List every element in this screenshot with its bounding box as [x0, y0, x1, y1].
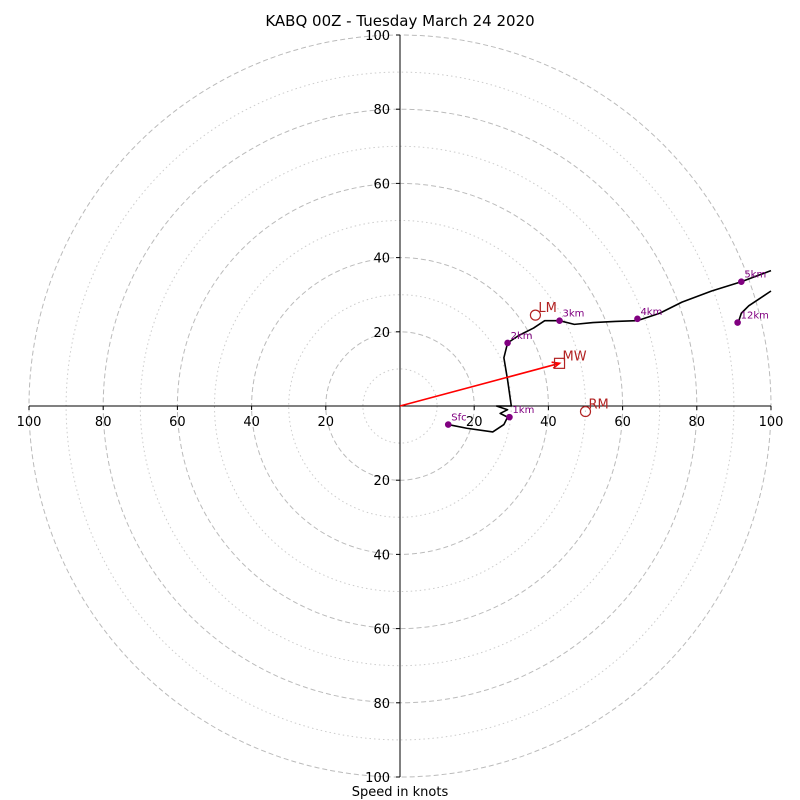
storm-motion-label: RM	[589, 398, 609, 413]
y-tick-label: 80	[373, 697, 390, 712]
height-marker-dot	[556, 317, 563, 324]
x-axis-label: Speed in knots	[352, 785, 449, 800]
x-tick-label: 40	[540, 415, 557, 430]
height-marker-label: 12km	[741, 311, 769, 322]
y-tick-label: 20	[373, 326, 390, 341]
chart-title: KABQ 00Z - Tuesday March 24 2020	[265, 12, 534, 30]
y-tick-label: 100	[365, 29, 390, 44]
x-tick-label: 60	[614, 415, 631, 430]
height-marker-dot	[504, 339, 511, 347]
storm-motion-label: LM	[538, 301, 556, 316]
storm-motions: LM RM MW	[529, 301, 609, 418]
height-marker-label: 4km	[640, 307, 662, 318]
wind-profile-line	[448, 269, 772, 433]
x-tick-label: 40	[243, 415, 260, 430]
mean-wind-vector	[399, 362, 560, 407]
y-tick-label: 80	[373, 103, 390, 118]
x-tick-label: 20	[318, 415, 335, 430]
tick-labels: 100 80 60 40 20 20 40 60 80 100 100 80 60 40 20 20 40 60 8…	[17, 29, 784, 786]
height-marker-dot	[738, 278, 745, 286]
y-tick-label: 60	[373, 177, 390, 192]
x-tick-label: 80	[689, 415, 706, 430]
height-marker-dot	[506, 413, 513, 421]
x-tick-label: 20	[466, 415, 483, 430]
height-marker-label: 1km	[512, 405, 534, 416]
height-marker-dot	[634, 315, 641, 323]
height-marker-dot	[734, 319, 741, 326]
x-tick-label: 60	[169, 415, 186, 430]
height-markers: Sfc 1km 2km 3km 4km 5km 12km	[444, 270, 769, 428]
height-marker-label: 3km	[563, 309, 585, 320]
x-tick-label: 80	[95, 415, 112, 430]
y-tick-label: 20	[373, 474, 390, 489]
height-marker-label: Sfc	[451, 413, 466, 424]
height-marker-dot	[444, 421, 452, 428]
wind-profile-upper-line	[736, 290, 772, 325]
y-tick-label: 60	[373, 623, 390, 638]
y-tick-label: 100	[365, 771, 390, 786]
height-marker-label: 2km	[511, 331, 533, 342]
storm-motion-label: MW	[563, 349, 587, 364]
x-tick-label: 100	[759, 415, 784, 430]
y-tick-label: 40	[373, 548, 390, 563]
storm-motion-marker	[553, 357, 566, 369]
height-marker-label: 5km	[744, 270, 766, 281]
y-tick-label: 40	[373, 252, 390, 267]
storm-motion-marker	[529, 309, 542, 321]
storm-motion-marker	[579, 405, 592, 418]
x-tick-label: 100	[17, 415, 42, 430]
